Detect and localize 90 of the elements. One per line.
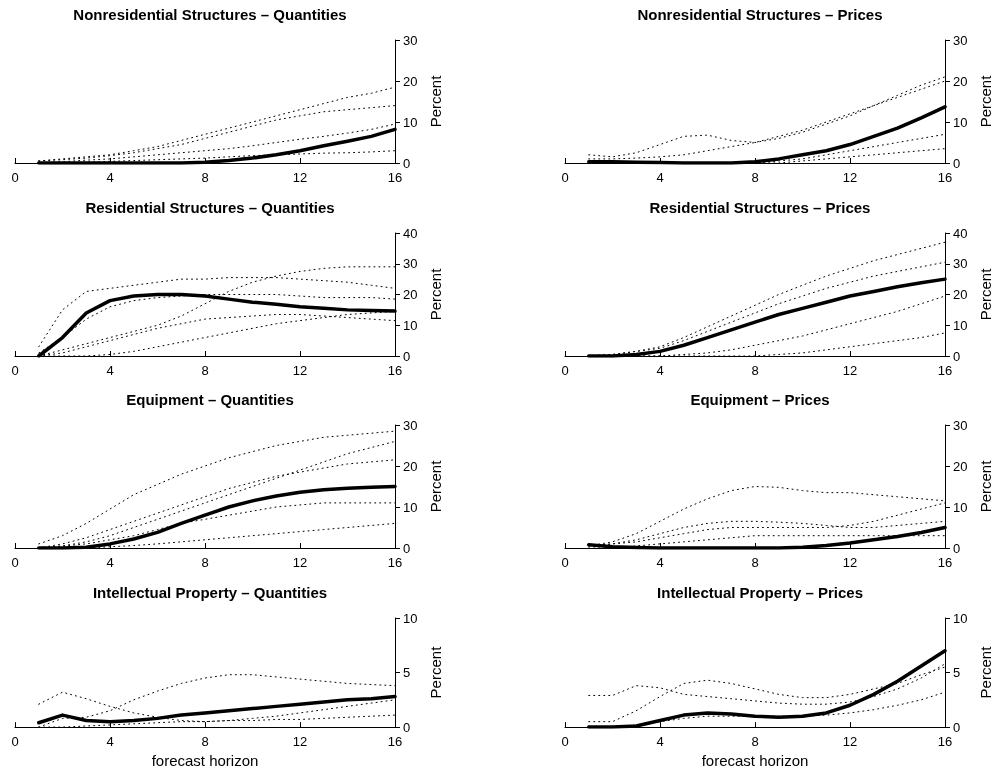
x-tick-label: 16 xyxy=(387,555,403,570)
y-tick-label: 20 xyxy=(403,287,418,302)
x-tick-label: 4 xyxy=(106,555,114,570)
y-tick-label: 10 xyxy=(953,499,968,515)
x-tick-label: 0 xyxy=(561,555,569,570)
y-tick-label: 20 xyxy=(953,287,968,302)
x-tick-label: 16 xyxy=(937,734,953,750)
y-tick-label: 30 xyxy=(403,256,418,272)
y-axis-title: Percent xyxy=(427,74,445,128)
x-axis-title: forecast horizon xyxy=(701,752,809,769)
y-tick-label: 20 xyxy=(403,73,418,89)
y-axis-title: Percent xyxy=(977,74,995,128)
y-tick-label: 10 xyxy=(953,610,968,626)
x-tick-label: 0 xyxy=(561,734,569,750)
y-tick-label: 30 xyxy=(403,32,418,48)
x-tick-label: 4 xyxy=(106,363,114,378)
x-tick-label: 16 xyxy=(387,363,403,378)
y-tick-label: 30 xyxy=(953,32,968,48)
x-tick-label: 8 xyxy=(751,363,759,378)
y-tick-label: 5 xyxy=(953,665,961,681)
y-tick-label: 10 xyxy=(403,499,418,515)
x-tick-label: 16 xyxy=(937,555,953,570)
y-tick-label: 40 xyxy=(953,225,968,241)
x-tick-label: 0 xyxy=(561,363,569,378)
chart-title: Residential Structures – Prices xyxy=(649,199,871,216)
x-tick-label: 8 xyxy=(201,170,209,185)
x-tick-label: 12 xyxy=(842,734,858,750)
y-tick-label: 20 xyxy=(953,73,968,89)
y-tick-label: 0 xyxy=(953,348,961,364)
y-tick-label: 5 xyxy=(403,665,411,681)
y-axis-title: Percent xyxy=(427,267,445,321)
y-tick-label: 10 xyxy=(403,317,418,333)
x-tick-label: 0 xyxy=(11,555,19,570)
x-tick-label: 16 xyxy=(387,170,403,185)
y-axis-title: Percent xyxy=(977,645,995,699)
y-tick-label: 30 xyxy=(403,417,418,433)
y-tick-label: 20 xyxy=(403,458,418,474)
x-tick-label: 16 xyxy=(387,734,403,750)
x-tick-label: 0 xyxy=(11,734,19,750)
chart-title: Intellectual Property – Quantities xyxy=(92,584,328,601)
y-axis-title: Percent xyxy=(427,459,445,513)
x-axis-title: forecast horizon xyxy=(151,752,259,769)
x-tick-label: 4 xyxy=(656,363,664,378)
y-axis-title: Percent xyxy=(977,459,995,513)
x-tick-label: 8 xyxy=(201,555,209,570)
x-tick-label: 4 xyxy=(656,555,664,570)
y-tick-label: 0 xyxy=(403,155,411,171)
y-tick-label: 10 xyxy=(953,114,968,130)
x-tick-label: 0 xyxy=(561,170,569,185)
x-tick-label: 12 xyxy=(842,170,858,185)
y-tick-label: 30 xyxy=(953,417,968,433)
x-tick-label: 8 xyxy=(751,170,759,185)
x-tick-label: 12 xyxy=(292,734,308,750)
y-axis-title: Percent xyxy=(427,645,445,699)
x-tick-label: 12 xyxy=(292,363,308,378)
x-tick-label: 8 xyxy=(751,734,759,750)
chart-title: Equipment – Quantities xyxy=(126,391,294,408)
x-tick-label: 4 xyxy=(656,734,664,750)
x-tick-label: 16 xyxy=(937,170,953,185)
x-tick-label: 8 xyxy=(201,363,209,378)
y-tick-label: 0 xyxy=(953,719,961,735)
x-tick-label: 8 xyxy=(751,555,759,570)
y-tick-label: 40 xyxy=(403,225,418,241)
y-tick-label: 10 xyxy=(403,610,418,626)
x-tick-label: 0 xyxy=(11,170,19,185)
y-tick-label: 0 xyxy=(403,719,411,735)
x-tick-label: 0 xyxy=(11,363,19,378)
y-tick-label: 10 xyxy=(403,114,418,130)
chart-title: Residential Structures – Quantities xyxy=(85,199,335,216)
chart-title: Nonresidential Structures – Prices xyxy=(637,6,883,23)
y-tick-label: 20 xyxy=(953,458,968,474)
x-tick-label: 12 xyxy=(292,555,308,570)
y-tick-label: 0 xyxy=(403,348,411,364)
x-tick-label: 12 xyxy=(292,170,308,185)
x-tick-label: 16 xyxy=(937,363,953,378)
x-tick-label: 8 xyxy=(201,734,209,750)
x-tick-label: 4 xyxy=(106,734,114,750)
chart-title: Nonresidential Structures – Quantities xyxy=(73,6,347,23)
y-tick-label: 0 xyxy=(953,155,961,171)
y-tick-label: 0 xyxy=(403,540,411,556)
x-tick-label: 4 xyxy=(656,170,664,185)
x-tick-label: 12 xyxy=(842,363,858,378)
y-tick-label: 0 xyxy=(953,540,961,556)
y-axis-title: Percent xyxy=(977,267,995,321)
x-tick-label: 4 xyxy=(106,170,114,185)
chart-title: Equipment – Prices xyxy=(690,391,830,408)
y-tick-label: 30 xyxy=(953,256,968,272)
x-tick-label: 12 xyxy=(842,555,858,570)
chart-title: Intellectual Property – Prices xyxy=(657,584,863,601)
y-tick-label: 10 xyxy=(953,317,968,333)
